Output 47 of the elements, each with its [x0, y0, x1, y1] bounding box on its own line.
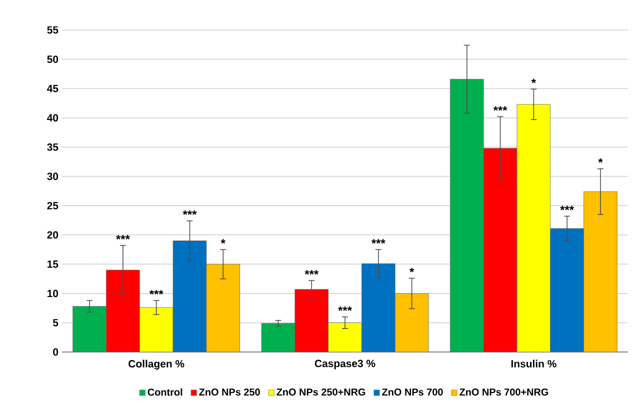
bar — [261, 323, 296, 352]
bar — [328, 322, 362, 352]
bar — [139, 307, 174, 352]
y-tick-label: 40 — [47, 114, 58, 122]
bar — [550, 228, 584, 352]
y-tick-label: 10 — [48, 290, 58, 298]
bar — [516, 104, 551, 352]
data-label: *** — [182, 210, 197, 215]
y-tick-label: 25 — [47, 202, 58, 210]
data-label: *** — [304, 270, 319, 275]
y-tick-label: 35 — [47, 143, 58, 151]
data-label: * — [531, 78, 536, 84]
y-tick-label: 15 — [48, 260, 58, 268]
bar — [483, 148, 518, 352]
y-tick-label: 30 — [47, 172, 58, 180]
x-tick-label: Collagen % — [128, 360, 184, 370]
legend-label: ZnO NPs 250 — [199, 388, 260, 396]
data-label: *** — [116, 235, 130, 240]
bar — [72, 306, 106, 352]
data-label: *** — [371, 239, 386, 244]
data-label: *** — [493, 106, 508, 111]
y-tick-label: 45 — [47, 84, 58, 92]
y-tick-label: 20 — [47, 231, 58, 239]
data-label: * — [598, 158, 603, 163]
x-tick-label: Caspase3 % — [314, 360, 376, 370]
legend-label: ZnO NPs 700 — [382, 388, 443, 396]
legend-label: ZnO NPs 250+NRG — [276, 388, 366, 396]
data-label: * — [410, 268, 414, 272]
data-label: *** — [560, 206, 574, 210]
bar — [450, 78, 484, 352]
data-label: *** — [149, 290, 164, 295]
legend-label: Control — [148, 388, 182, 396]
data-label: * — [220, 239, 226, 244]
bar — [106, 270, 140, 352]
data-label: *** — [338, 306, 352, 311]
bar — [206, 264, 240, 352]
bar — [362, 263, 396, 352]
y-tick-label: 50 — [47, 56, 58, 63]
y-tick-label: 0 — [53, 348, 58, 356]
bar — [172, 240, 207, 352]
y-tick-label: 55 — [47, 26, 58, 34]
bar — [584, 191, 618, 352]
y-tick-label: 5 — [52, 319, 58, 326]
x-tick-label: Insulin % — [511, 360, 556, 368]
legend-label: ZnO NPs 700+NRG — [460, 388, 548, 396]
bar — [294, 289, 329, 352]
bar — [394, 293, 429, 352]
